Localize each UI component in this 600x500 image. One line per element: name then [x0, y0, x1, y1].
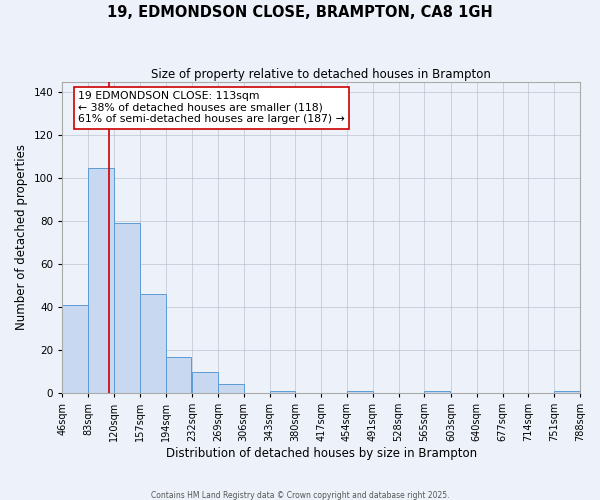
Text: Contains HM Land Registry data © Crown copyright and database right 2025.: Contains HM Land Registry data © Crown c… [151, 490, 449, 500]
Bar [269, 391, 295, 393]
Text: 19, EDMONDSON CLOSE, BRAMPTON, CA8 1GH: 19, EDMONDSON CLOSE, BRAMPTON, CA8 1GH [107, 5, 493, 20]
Bar [140, 294, 166, 393]
Bar [347, 391, 373, 393]
Bar [88, 168, 114, 393]
Bar [424, 391, 450, 393]
Bar [166, 356, 191, 393]
Bar [62, 305, 88, 393]
X-axis label: Distribution of detached houses by size in Brampton: Distribution of detached houses by size … [166, 447, 477, 460]
Title: Size of property relative to detached houses in Brampton: Size of property relative to detached ho… [151, 68, 491, 80]
Bar [218, 384, 244, 393]
Text: 19 EDMONDSON CLOSE: 113sqm
← 38% of detached houses are smaller (118)
61% of sem: 19 EDMONDSON CLOSE: 113sqm ← 38% of deta… [78, 91, 344, 124]
Bar [554, 391, 580, 393]
Bar [192, 372, 218, 393]
Bar [114, 224, 140, 393]
Y-axis label: Number of detached properties: Number of detached properties [15, 144, 28, 330]
